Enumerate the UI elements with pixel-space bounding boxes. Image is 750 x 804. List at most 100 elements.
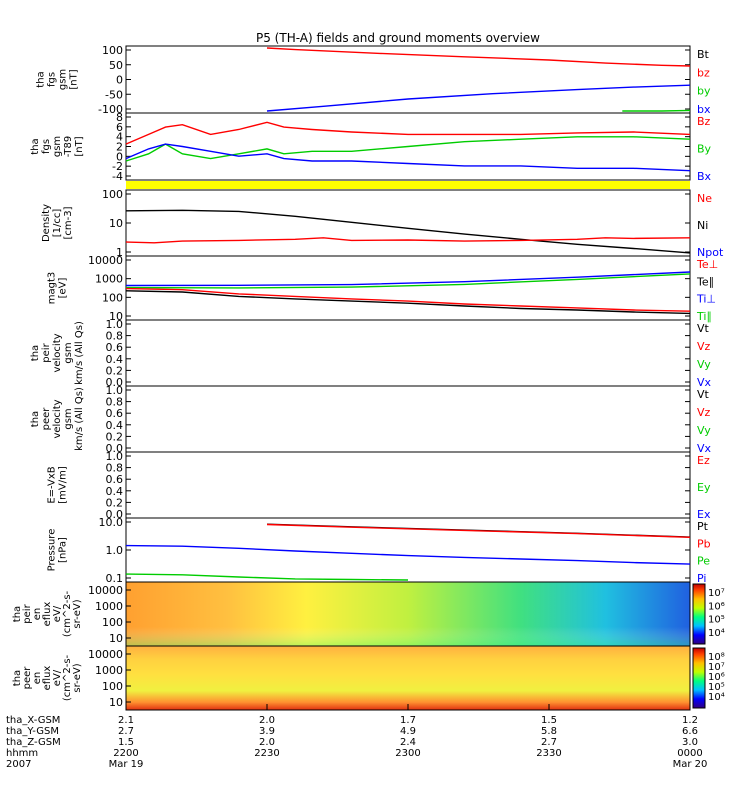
chart-title: P5 (TH-A) fields and ground moments over… [256,31,540,45]
spectrogram-peir: 10000 1000 100 10 tha peir en eflux eV/(cm^2-s-s… [12,581,725,647]
series-Te⊥ [125,287,691,312]
colorbar [692,583,706,645]
ytick-label: 10000 [88,254,123,267]
legend-Vz: Vz [697,406,711,419]
legend-Vz: Vz [697,340,711,353]
series-Bx [125,143,691,172]
xaxis-value: 2230 [254,748,279,759]
legend-Vt: Vt [697,388,710,401]
panel-frame [125,319,691,387]
ytick-label: -50 [105,88,123,101]
ytick-label: 0.6 [106,407,124,420]
ytick-label: 0 [116,150,123,163]
xaxis-value: 1.7 [400,715,416,726]
ytick-label: -4 [112,170,123,183]
series-By [125,136,691,162]
series-Ti∥ [125,273,691,289]
legend-Pe: Pe [697,555,710,568]
legend-bx: bx [697,103,711,116]
ytick-label: 10 [109,696,123,709]
ytick-label: 100 [102,680,123,693]
series-Ni [125,209,691,254]
xaxis-value: 2200 [113,748,138,759]
xaxis-value: 0000 [677,748,702,759]
series-by [622,109,691,112]
legend-Te⊥: Te⊥ [696,258,718,271]
colorbar-label: 10⁷ [708,662,725,673]
panel-frame [125,385,691,453]
xaxis-value: 1.2 [682,715,698,726]
xaxis-value: 2300 [395,748,420,759]
panel-density: 100 10 1 Density [1/cc] [cm-3] Ne Ni Npot [41,188,724,259]
xaxis-row-label: tha_Z-GSM [6,737,61,748]
colorbar-label: 10⁴ [708,628,725,639]
xaxis-value: 5.8 [541,726,557,737]
ytick-label: 0.8 [106,330,124,343]
xaxis-value: 2.0 [259,737,275,748]
legend-Vx: Vx [697,442,712,455]
series-Bz [125,121,691,145]
legend-Bz: Bz [697,115,711,128]
ytick-label: 1.0 [106,544,124,557]
xaxis-value: 4.9 [400,726,416,737]
ylabel-line: gsm [58,69,69,90]
ytick-label: 0.6 [106,341,124,354]
ylabel-line: eflux [42,602,53,627]
series-Pe [125,573,409,581]
legend-Pi: Pi [697,572,706,585]
legend-Te∥: Te∥ [696,275,714,288]
ytick-label: 10 [109,217,123,230]
ytick-label: 10000 [88,648,123,661]
legend-Npot: Npot [697,246,724,259]
ylabel-line: [nPa] [58,537,69,563]
ylabel-line: magt3 [47,272,58,305]
colorbar-label: 10⁵ [708,682,725,693]
xaxis-value: 2330 [536,748,561,759]
legend-by: by [697,85,711,98]
xaxis-value: 1.5 [541,715,557,726]
ylabel-line: km/s (All Qs) [74,321,85,385]
ylabel-line: velocity [52,333,63,372]
legend-Ez: Ez [697,454,710,467]
ytick-label: 0.0 [106,376,124,389]
legend-Bx: Bx [697,170,712,183]
ylabel-line: [nT] [74,136,85,156]
legend-Ne: Ne [697,192,712,205]
ytick-label: 0.8 [106,396,124,409]
ytick-label: 100 [102,616,123,629]
ylabel-line: fgs [47,72,58,87]
ytick-label: 1000 [95,273,123,286]
ytick-label: 1.0 [106,450,124,463]
xaxis-value: Mar 19 [109,759,144,770]
ytick-label: 0.8 [106,462,124,475]
ytick-label: 1 [116,246,123,259]
ylabel-line: [nT] [69,69,80,89]
legend-Vy: Vy [697,358,711,371]
ylabel-line: km/s (All Qs) [74,387,85,451]
legend-Pt: Pt [697,520,709,533]
ytick-label: 10 [109,632,123,645]
panel-frame [125,45,691,114]
xaxis-value: Mar 20 [673,759,708,770]
yellow-status-bar [126,181,690,189]
ylabel-line: tha [12,670,23,686]
ytick-label: 4 [116,131,123,144]
ytick-label: 1.0 [106,384,124,397]
panel-peir_velocity: 1.00.80.60.40.20.0 tha peir velocity gsm km/s… [30,318,712,389]
ylabel-line: en [32,672,43,685]
legend-Ti∥: Ti∥ [696,310,712,323]
ytick-label: 0.2 [106,364,124,377]
legend-Ey: Ey [697,481,711,494]
ytick-label: 8 [116,111,123,124]
legend-Pb: Pb [697,537,711,550]
legend-Ni: Ni [697,219,708,232]
ylabel-line: tha [36,71,47,87]
xaxis-row-label: tha_X-GSM [6,715,60,726]
series-bx [266,84,691,112]
ytick-label: 1000 [95,664,123,677]
legend-Vx: Vx [697,376,712,389]
legend-Ex: Ex [697,508,711,521]
xaxis-row-label: tha_Y-GSM [6,726,59,737]
series-Te∥ [125,290,691,315]
